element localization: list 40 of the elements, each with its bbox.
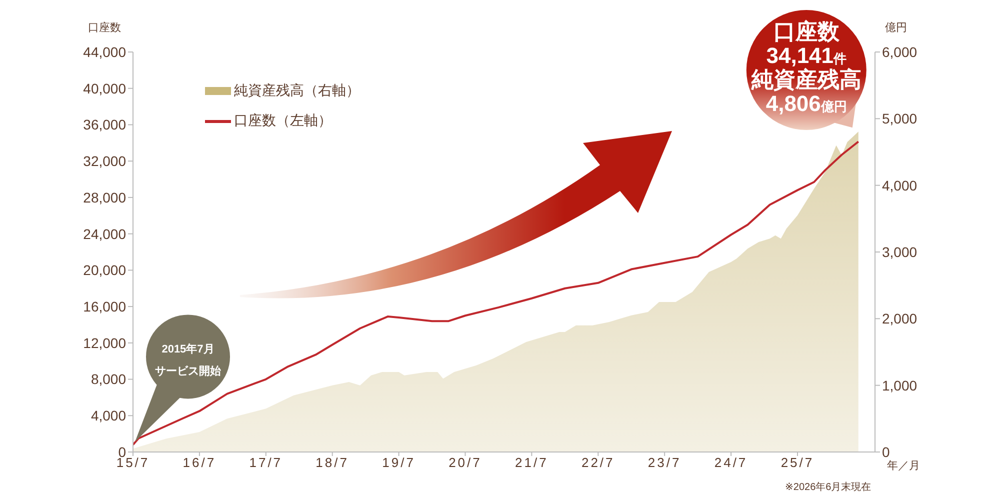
y-tick-label: 36,000 [83,116,126,133]
x-tick-label: 20/7 [448,455,482,470]
y-tick-label: 24,000 [83,226,126,242]
text: ※2026年6月末現在 [785,480,872,494]
annotation: 純資産残高 [750,67,862,92]
y-tick-label: 16,000 [83,298,126,315]
annotation: 2015年7月 [162,342,214,356]
x-tick-label: 21/7 [515,455,548,470]
legend-label: 純資産残高（右軸） [234,82,360,100]
annotation: 34,141件 [766,43,847,68]
text: 口座数 [773,19,840,44]
x-tick-label: 24/7 [714,455,748,470]
annotation: 4,806億円 [766,91,847,116]
y2-tick-label: 1,000 [882,377,918,394]
x-tick-label: 19/7 [382,455,416,470]
y2-tick-label: 2,000 [882,310,918,327]
y2-tick-label: 6,000 [882,44,918,60]
x-axis-title: 年／月 [887,459,920,473]
y-tick-label: 32,000 [83,153,126,170]
x-tick-label: 17/7 [249,455,283,470]
x-tick-label: 23/7 [648,455,682,470]
y2-tick-label: 5,000 [882,110,918,127]
legend-label: 口座数（左軸） [234,112,332,130]
y2-tick-label: 0 [882,444,890,460]
y-tick-label: 28,000 [83,189,126,206]
x-tick-label: 25/7 [780,455,814,470]
y2-tick-label: 4,000 [882,177,918,194]
y-tick-label: 20,000 [83,262,126,278]
y-tick-label: 12,000 [83,334,126,351]
x-tick-label: 22/7 [581,455,615,470]
y-tick-label: 8,000 [90,371,126,388]
y-axis-title: 口座数 [88,20,121,35]
y-tick-label: 44,000 [83,44,126,60]
x-tick-label: 16/7 [182,455,216,470]
y2-tick-label: 3,000 [882,244,918,260]
annotation: サービス開始 [155,364,222,378]
y2-axis-title: 億円 [885,20,907,35]
y-tick-label: 4,000 [90,408,126,424]
x-tick-label: 18/7 [316,455,349,470]
y-tick-label: 40,000 [83,80,126,96]
